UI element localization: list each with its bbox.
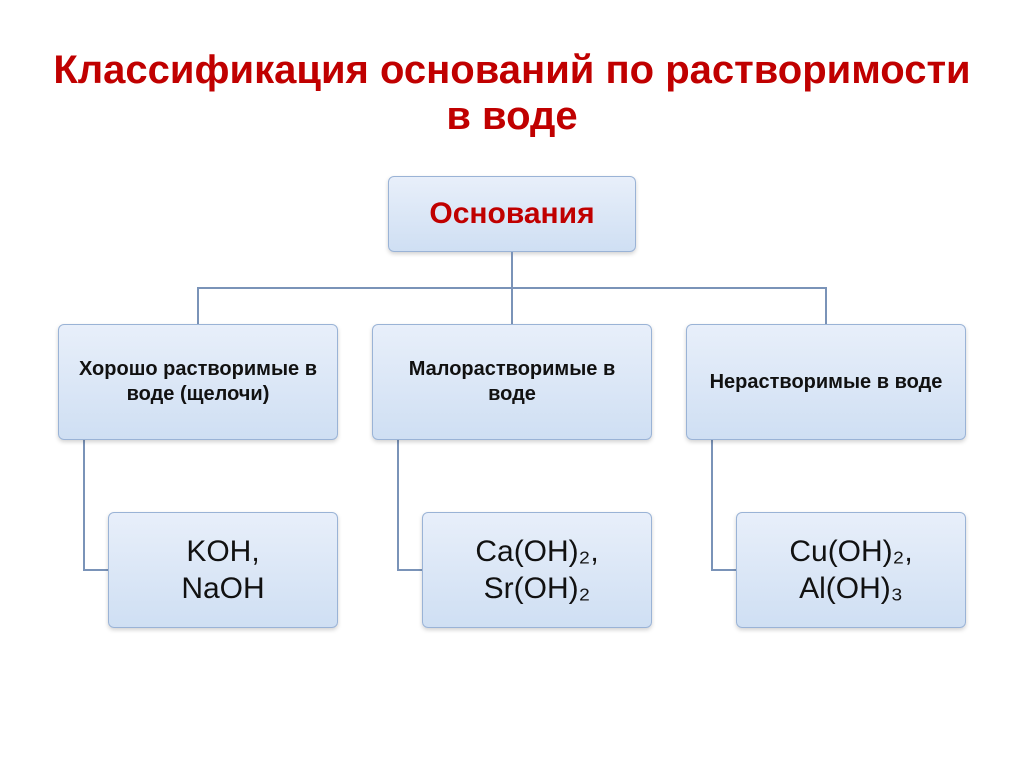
category-label: Нерастворимые в воде <box>697 370 955 395</box>
category-label: Хорошо растворимые в воде (щелочи) <box>69 357 327 407</box>
connector-segment <box>197 288 199 324</box>
slide-title-text: Классификация оснований по растворимости… <box>53 48 970 138</box>
connector-segment <box>511 252 513 288</box>
examples-label: Cu(OH)₂, Al(OH)₃ <box>747 533 955 608</box>
examples-node-soluble: KOH, NaOH <box>108 512 338 628</box>
connector-segment <box>397 440 399 570</box>
connector-segment <box>825 288 827 324</box>
connector-segment <box>511 288 513 324</box>
examples-label: Ca(OH)₂, Sr(OH)₂ <box>433 533 641 608</box>
connector-segment <box>711 440 713 570</box>
connector-segment <box>711 569 736 571</box>
slide-title: Классификация оснований по растворимости… <box>0 47 1024 139</box>
connector-segment <box>397 569 422 571</box>
connector-segment <box>83 569 108 571</box>
root-label: Основания <box>399 195 625 233</box>
root-node: Основания <box>388 176 636 252</box>
slide: Классификация оснований по растворимости… <box>0 0 1024 767</box>
category-node-insoluble: Нерастворимые в воде <box>686 324 966 440</box>
category-node-slightly-soluble: Малорастворимые в воде <box>372 324 652 440</box>
examples-node-slightly-soluble: Ca(OH)₂, Sr(OH)₂ <box>422 512 652 628</box>
examples-label: KOH, NaOH <box>119 533 327 608</box>
category-node-soluble: Хорошо растворимые в воде (щелочи) <box>58 324 338 440</box>
category-label: Малорастворимые в воде <box>383 357 641 407</box>
examples-node-insoluble: Cu(OH)₂, Al(OH)₃ <box>736 512 966 628</box>
connector-segment <box>83 440 85 570</box>
